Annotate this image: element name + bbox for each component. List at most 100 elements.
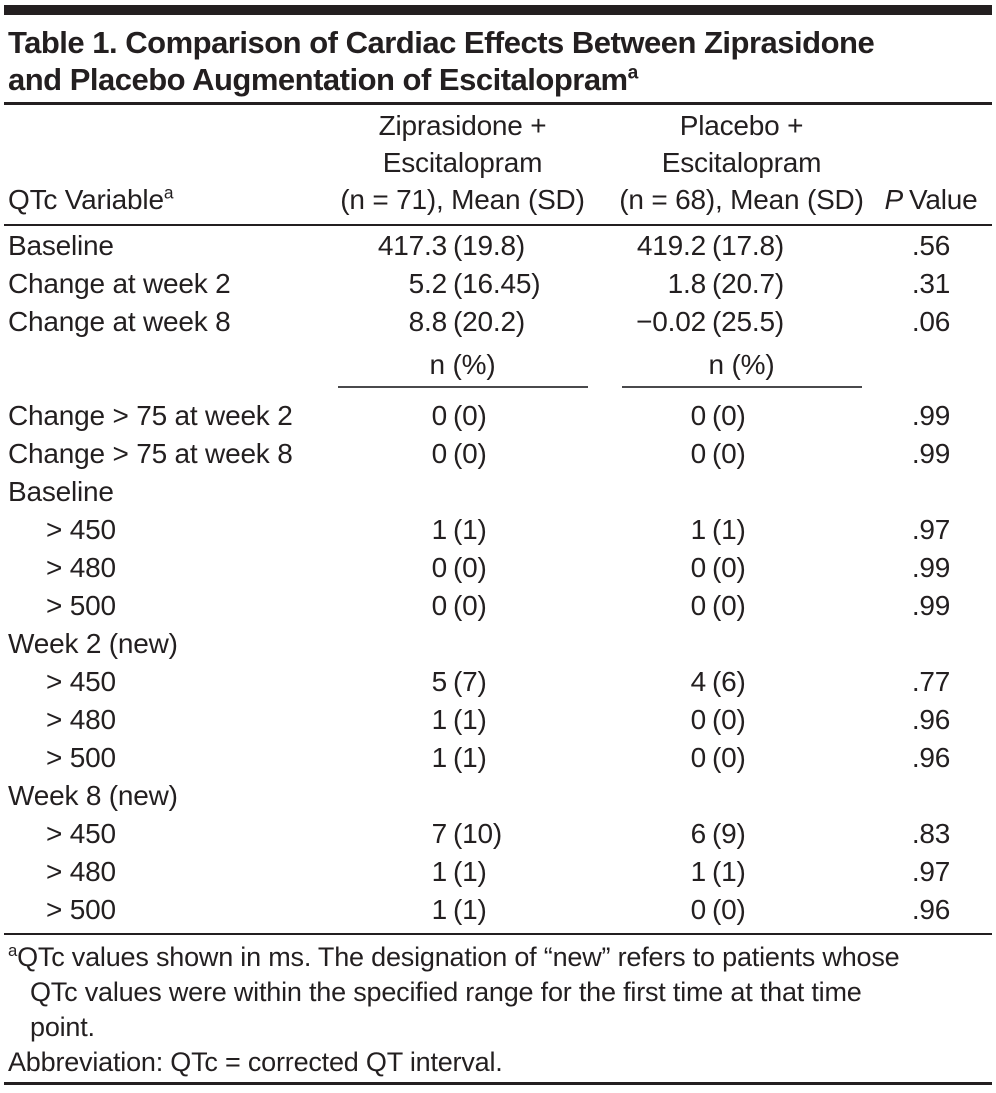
subheader-n-percent-placebo: n (%)	[617, 348, 866, 390]
row-label: Baseline	[8, 230, 114, 261]
ziprasidone-cell: 0 (0)	[431, 438, 487, 469]
placebo-cell: −0.02 (25.5)	[636, 306, 784, 337]
ziprasidone-cell: 1 (1)	[431, 894, 487, 925]
p-value-cell: .97	[911, 514, 951, 545]
ziprasidone-cell: 1 (1)	[431, 514, 487, 545]
header-footnote-marker: a	[163, 182, 174, 203]
ziprasidone-cell: 1 (1)	[431, 856, 487, 887]
table-row: Change > 75 at week 2 0 (0) 0 (0) .99	[0, 397, 996, 435]
placebo-cell: 0 (0)	[690, 894, 746, 925]
table-row: > 480 1 (1) 0 (0) .96	[0, 701, 996, 739]
row-label: > 450	[46, 514, 116, 545]
table-row: > 500 0 (0) 0 (0) .99	[0, 587, 996, 625]
footnote-a-line1: aQTc values shown in ms. The designation…	[8, 941, 900, 972]
row-label: Change > 75 at week 8	[8, 438, 293, 469]
table-row: Change > 75 at week 8 0 (0) 0 (0) .99	[0, 435, 996, 473]
placebo-cell: 419.2 (17.8)	[636, 230, 784, 261]
placebo-cell: 0 (0)	[690, 438, 746, 469]
table-row: Baseline 417.3 (19.8) 419.2 (17.8) .56	[0, 227, 996, 265]
row-label: > 480	[46, 552, 116, 583]
row-label: > 500	[46, 590, 116, 621]
table-row: > 500 1 (1) 0 (0) .96	[0, 891, 996, 929]
table-row: Change at week 8 8.8 (20.2) −0.02 (25.5) .…	[0, 303, 996, 341]
table-row: > 450 1 (1) 1 (1) .97	[0, 511, 996, 549]
ziprasidone-cell: 0 (0)	[431, 552, 487, 583]
ziprasidone-cell: 7 (10)	[431, 818, 503, 849]
p-value-cell: .31	[911, 268, 951, 299]
journal-table-figure: Table 1. Comparison of Cardiac Effects B…	[0, 5, 996, 1093]
p-value-cell: .97	[911, 856, 951, 887]
ziprasidone-cell: 0 (0)	[431, 400, 487, 431]
row-label: > 500	[46, 742, 116, 773]
p-value-cell: .96	[911, 894, 951, 925]
placebo-cell: 6 (9)	[690, 818, 746, 849]
subheader-n-percent-ziprasidone: n (%)	[308, 348, 617, 390]
placebo-cell: 0 (0)	[690, 552, 746, 583]
header-qtc-variable: QTc Variablea	[8, 182, 174, 215]
placebo-cell: 0 (0)	[690, 704, 746, 735]
table-row: > 480 0 (0) 0 (0) .99	[0, 549, 996, 587]
placebo-cell: 1 (1)	[690, 856, 746, 887]
p-value-cell: .83	[911, 818, 951, 849]
table-row: > 450 7 (10) 6 (9) .83	[0, 815, 996, 853]
section-label: Week 2 (new)	[8, 628, 178, 659]
footnotes: aQTc values shown in ms. The designation…	[0, 935, 996, 1080]
ziprasidone-cell: 5.2 (16.45)	[408, 268, 541, 299]
subheader-underline	[621, 386, 862, 388]
footnote-a-line2: QTc values were within the specified ran…	[30, 977, 862, 1007]
placebo-cell: 1.8 (20.7)	[667, 268, 784, 299]
table-title-line1: Table 1. Comparison of Cardiac Effects B…	[8, 25, 875, 60]
subheader-underline	[337, 386, 588, 388]
p-value-cell: .77	[911, 666, 951, 697]
p-value-cell: .99	[911, 400, 951, 431]
p-value-cell: .99	[911, 552, 951, 583]
row-label: Change at week 8	[8, 306, 231, 337]
bottom-rule	[4, 1082, 992, 1085]
table-row: > 480 1 (1) 1 (1) .97	[0, 853, 996, 891]
row-label: Change > 75 at week 2	[8, 400, 293, 431]
ziprasidone-cell: 1 (1)	[431, 742, 487, 773]
p-value-cell: .96	[911, 704, 951, 735]
ziprasidone-cell: 417.3 (19.8)	[377, 230, 525, 261]
ziprasidone-cell: 1 (1)	[431, 704, 487, 735]
ziprasidone-cell: 5 (7)	[431, 666, 487, 697]
row-label: > 480	[46, 856, 116, 887]
footnote-a-line3: point.	[30, 1012, 95, 1042]
subheader-row: n (%) n (%)	[0, 341, 996, 397]
table-header-row: QTc Variablea Ziprasidone + Escitalopram…	[0, 105, 996, 224]
title-footnote-marker: a	[627, 62, 639, 84]
footnote-rule	[4, 933, 992, 935]
p-value-cell: .96	[911, 742, 951, 773]
ziprasidone-cell: 0 (0)	[431, 590, 487, 621]
p-value-cell: .99	[911, 438, 951, 469]
table-title: Table 1. Comparison of Cardiac Effects B…	[8, 24, 988, 98]
placebo-cell: 1 (1)	[690, 514, 746, 545]
row-label: > 450	[46, 666, 116, 697]
row-label: > 450	[46, 818, 116, 849]
section-row: Week 8 (new)	[0, 777, 996, 815]
top-rule-thick	[4, 5, 992, 15]
header-p-value: P Value	[884, 184, 978, 215]
table-body: Baseline 417.3 (19.8) 419.2 (17.8) .56 Cha…	[0, 226, 996, 929]
p-value-cell: .56	[911, 230, 951, 261]
footnote-marker: a	[8, 941, 18, 960]
row-label: > 480	[46, 704, 116, 735]
header-ziprasidone-column: Ziprasidone + Escitalopram (n = 71), Mea…	[340, 110, 585, 215]
placebo-cell: 0 (0)	[690, 742, 746, 773]
abbreviation-note: Abbreviation: QTc = corrected QT interva…	[8, 1047, 503, 1077]
table-title-line2: and Placebo Augmentation of Escitalopram…	[8, 62, 639, 97]
title-rule	[4, 102, 992, 105]
row-label: Change at week 2	[8, 268, 231, 299]
placebo-cell: 0 (0)	[690, 590, 746, 621]
placebo-cell: 0 (0)	[690, 400, 746, 431]
table-row: > 500 1 (1) 0 (0) .96	[0, 739, 996, 777]
table-row: Change at week 2 5.2 (16.45) 1.8 (20.7) .3…	[0, 265, 996, 303]
section-row: Week 2 (new)	[0, 625, 996, 663]
header-rule	[4, 224, 992, 226]
section-row: Baseline	[0, 473, 996, 511]
placebo-cell: 4 (6)	[690, 666, 746, 697]
section-label: Week 8 (new)	[8, 780, 178, 811]
row-label: > 500	[46, 894, 116, 925]
table-row: > 450 5 (7) 4 (6) .77	[0, 663, 996, 701]
ziprasidone-cell: 8.8 (20.2)	[408, 306, 525, 337]
